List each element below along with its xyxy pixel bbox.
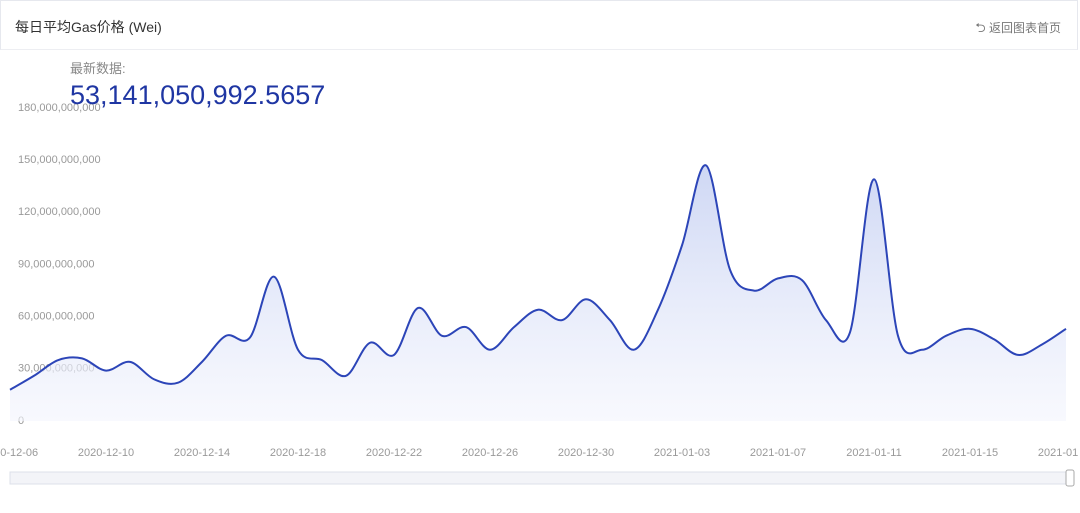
x-tick-label: 2021-01-07 xyxy=(750,447,806,459)
x-tick-label: 2021-01-11 xyxy=(846,447,901,459)
area xyxy=(10,165,1066,421)
x-tick-label: 2020-12-18 xyxy=(270,447,326,459)
line xyxy=(9,164,1067,391)
latest-value: 53,141,050,992.5657 xyxy=(70,80,326,110)
x-tick-label: 2021-01-19 xyxy=(1038,447,1080,459)
x-tick-label: 2021-01-15 xyxy=(942,447,998,459)
x-tick-label: 2020-12-10 xyxy=(78,447,134,459)
zoom-slider[interactable] xyxy=(9,471,1071,485)
slider-handle[interactable] xyxy=(1065,469,1075,487)
header: 每日平均Gas价格 (Wei) ⮌ 返回图表首页 xyxy=(0,0,1078,50)
back-link[interactable]: ⮌ 返回图表首页 xyxy=(975,20,1061,35)
x-tick-label: 2020-12-26 xyxy=(462,447,518,459)
x-tick-label: 2020-12-30 xyxy=(558,447,614,459)
x-tick-label: 2020-12-14 xyxy=(174,447,230,459)
back-text[interactable]: 返回图表首页 xyxy=(988,21,1061,35)
latest-label: 最新数据: xyxy=(70,61,126,76)
x-tick-label: 2021-01-03 xyxy=(654,447,710,459)
y-tick-label: 120,000,000,000 xyxy=(18,206,101,218)
y-tick-label: 90,000,000,000 xyxy=(18,258,94,270)
y-tick-label: 60,000,000,000 xyxy=(18,311,94,323)
title: 每日平均Gas价格 (Wei) xyxy=(15,19,162,35)
y-tick-label: 150,000,000,000 xyxy=(18,154,101,166)
x-tick-label: 2020-12-06 xyxy=(0,447,38,459)
y-tick-label: 180,000,000,000 xyxy=(18,102,101,114)
x-tick-label: 2020-12-22 xyxy=(366,447,422,459)
